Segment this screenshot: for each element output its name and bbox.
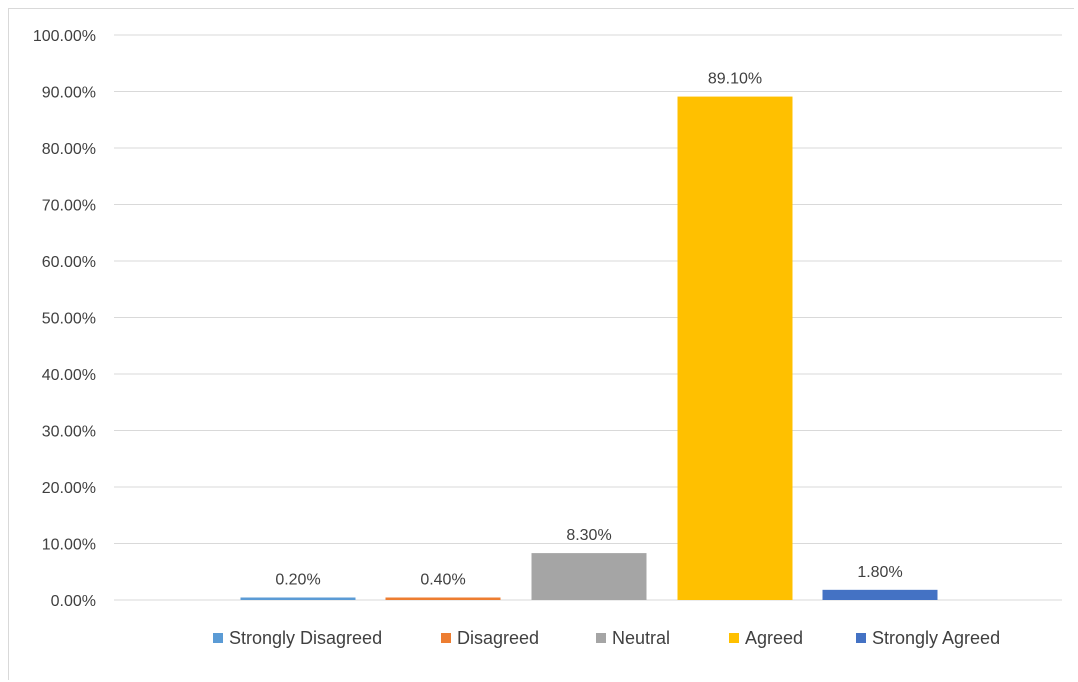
legend-label: Neutral	[612, 628, 670, 648]
bar-agreed	[677, 96, 793, 601]
y-tick-label: 80.00%	[42, 141, 96, 158]
legend-swatch	[596, 633, 606, 643]
y-tick-label: 10.00%	[42, 537, 96, 554]
y-tick-label: 30.00%	[42, 424, 96, 441]
y-tick-label: 90.00%	[42, 85, 96, 102]
legend: Strongly Disagreed Disagreed Neutral Agreed…	[213, 628, 1000, 648]
data-label: 1.80%	[857, 564, 902, 581]
y-tick-label: 50.00%	[42, 311, 96, 328]
bar-strongly-disagreed	[240, 597, 356, 600]
y-tick-label: 20.00%	[42, 480, 96, 497]
data-label: 0.40%	[420, 572, 465, 589]
data-label: 89.10%	[708, 71, 762, 88]
y-axis-tick-labels: 0.00% 10.00% 20.00% 30.00% 40.00% 50.00% 60.00…	[33, 28, 96, 610]
bar-disagreed	[385, 597, 501, 600]
bar-neutral	[531, 553, 647, 600]
y-tick-label: 40.00%	[42, 367, 96, 384]
legend-swatch	[213, 633, 223, 643]
legend-label: Agreed	[745, 628, 803, 648]
legend-label: Strongly Agreed	[872, 628, 1000, 648]
y-tick-label: 70.00%	[42, 198, 96, 215]
gridlines	[114, 34, 1062, 601]
legend-swatch	[729, 633, 739, 643]
data-label: 8.30%	[566, 527, 611, 544]
y-tick-label: 0.00%	[51, 593, 96, 610]
y-tick-label: 100.00%	[33, 28, 96, 45]
legend-label: Strongly Disagreed	[229, 628, 382, 648]
y-tick-label: 60.00%	[42, 254, 96, 271]
legend-label: Disagreed	[457, 628, 539, 648]
data-labels: 0.20% 0.40% 8.30% 89.10% 1.80%	[275, 71, 902, 589]
data-label: 0.20%	[275, 572, 320, 589]
legend-swatch	[441, 633, 451, 643]
bars	[240, 96, 938, 601]
legend-swatch	[856, 633, 866, 643]
bar-strongly-agreed	[822, 589, 938, 600]
